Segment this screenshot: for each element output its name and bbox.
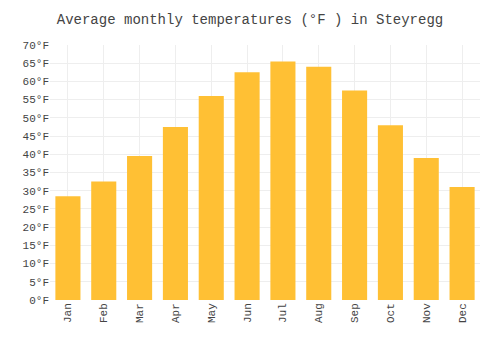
svg-text:Jan: Jan: [62, 303, 74, 323]
svg-text:Apr: Apr: [170, 303, 182, 323]
svg-text:70°F: 70°F: [23, 40, 49, 52]
svg-text:Mar: Mar: [134, 303, 146, 323]
svg-text:10°F: 10°F: [23, 258, 49, 270]
svg-text:30°F: 30°F: [23, 186, 49, 198]
svg-text:Nov: Nov: [421, 303, 433, 323]
svg-text:May: May: [206, 303, 218, 323]
svg-text:Dec: Dec: [457, 303, 469, 323]
svg-text:50°F: 50°F: [23, 113, 49, 125]
svg-text:35°F: 35°F: [23, 167, 49, 179]
svg-text:40°F: 40°F: [23, 149, 49, 161]
svg-text:Average monthly temperatures (: Average monthly temperatures (°F ) in St…: [57, 12, 443, 28]
svg-text:Oct: Oct: [385, 303, 397, 323]
svg-text:5°F: 5°F: [29, 277, 49, 289]
svg-text:20°F: 20°F: [23, 222, 49, 234]
svg-text:45°F: 45°F: [23, 131, 49, 143]
svg-text:Feb: Feb: [98, 303, 110, 323]
svg-text:60°F: 60°F: [23, 76, 49, 88]
svg-text:Sep: Sep: [349, 303, 361, 323]
svg-text:Jun: Jun: [242, 303, 254, 323]
svg-text:65°F: 65°F: [23, 58, 49, 70]
svg-text:0°F: 0°F: [29, 295, 49, 307]
svg-text:55°F: 55°F: [23, 94, 49, 106]
svg-text:25°F: 25°F: [23, 204, 49, 216]
svg-text:15°F: 15°F: [23, 240, 49, 252]
svg-text:Aug: Aug: [313, 303, 325, 323]
svg-text:Jul: Jul: [277, 303, 289, 323]
